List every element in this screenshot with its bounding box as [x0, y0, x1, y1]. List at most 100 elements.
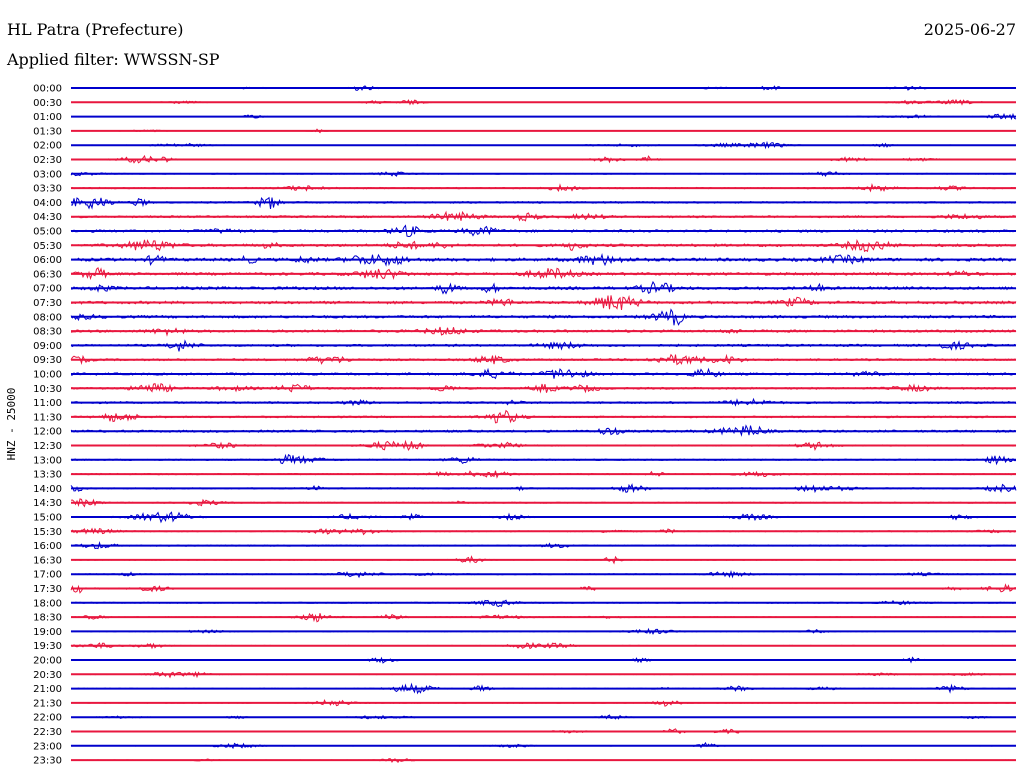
- trace-line: [70, 527, 1017, 536]
- row-time-label: 01:30: [33, 126, 62, 137]
- trace-line: [70, 253, 1017, 267]
- row-time-label: 22:00: [33, 713, 62, 724]
- row-time-label: 00:00: [33, 84, 62, 95]
- row-time-label: 10:30: [33, 384, 62, 395]
- trace-line: [70, 699, 1017, 707]
- row-time-label: 06:30: [33, 269, 62, 280]
- trace-line: [70, 326, 1017, 337]
- row-time-label: 17:30: [33, 584, 62, 595]
- trace-line: [70, 339, 1017, 352]
- row-time-label: 03:30: [33, 184, 62, 195]
- row-time-label: 16:30: [33, 555, 62, 566]
- row-time-label: 02:30: [33, 155, 62, 166]
- trace-line: [70, 741, 1017, 750]
- trace-line: [70, 171, 1017, 177]
- row-time-label: 10:00: [33, 370, 62, 381]
- row-time-label: 23:30: [33, 756, 62, 767]
- row-time-label: 09:00: [33, 341, 62, 352]
- trace-line: [70, 85, 1017, 91]
- trace-line: [71, 112, 1017, 121]
- trace-line: [70, 714, 1017, 720]
- trace-line: [70, 294, 1017, 310]
- row-time-label: 15:30: [33, 527, 62, 538]
- row-time-label: 17:00: [33, 570, 62, 581]
- row-time-label: 21:00: [33, 684, 62, 695]
- station-title: HL Patra (Prefecture): [7, 20, 184, 39]
- row-time-label: 22:30: [33, 727, 62, 738]
- row-time-label: 18:30: [33, 613, 62, 624]
- trace-line: [70, 353, 1017, 366]
- row-time-label: 04:30: [33, 212, 62, 223]
- trace-line: [70, 453, 1016, 466]
- row-time-label: 09:30: [33, 355, 62, 366]
- trace-line: [70, 540, 1017, 550]
- trace-line: [71, 382, 1017, 394]
- row-time-label: 12:30: [33, 441, 62, 452]
- row-time-label: 02:00: [33, 141, 62, 152]
- trace-line: [70, 239, 1017, 253]
- row-time-label: 12:00: [33, 427, 62, 438]
- trace-line: [70, 498, 1017, 508]
- row-time-label: 07:00: [33, 284, 62, 295]
- row-time-label: 14:30: [33, 498, 62, 509]
- row-time-label: 20:00: [33, 656, 62, 667]
- row-time-label: 13:30: [33, 470, 62, 481]
- trace-line: [70, 583, 1017, 594]
- trace-line: [70, 154, 1017, 164]
- trace-line: [70, 599, 1016, 608]
- row-time-label: 07:30: [33, 298, 62, 309]
- trace-line: [71, 128, 1017, 134]
- row-time-label: 08:00: [33, 312, 62, 323]
- trace-line: [70, 641, 1017, 650]
- trace-line: [70, 409, 1017, 424]
- row-time-label: 16:00: [33, 541, 62, 552]
- trace-line: [70, 280, 1017, 295]
- row-time-label: 23:00: [33, 741, 62, 752]
- trace-line: [70, 470, 1016, 479]
- row-time-label: 04:00: [33, 198, 62, 209]
- row-time-label: 15:00: [33, 513, 62, 524]
- trace-line: [70, 424, 1017, 437]
- trace-line: [71, 196, 1017, 210]
- trace-line: [71, 656, 1017, 664]
- trace-line: [70, 210, 1017, 222]
- date-label: 2025-06-27: [923, 20, 1016, 39]
- row-time-label: 13:00: [33, 455, 62, 466]
- row-time-label: 11:30: [33, 412, 62, 423]
- filter-label: Applied filter: WWSSN-SP: [7, 50, 220, 69]
- row-time-label: 18:00: [33, 598, 62, 609]
- row-time-label: 21:30: [33, 698, 62, 709]
- trace-line: [71, 267, 1017, 281]
- trace-line: [70, 140, 1016, 150]
- row-time-label: 06:00: [33, 255, 62, 266]
- trace-line: [70, 670, 1017, 679]
- row-time-label: 05:00: [33, 227, 62, 238]
- trace-line: [70, 439, 1017, 451]
- row-time-label: 11:00: [33, 398, 62, 409]
- row-time-label: 08:30: [33, 327, 62, 338]
- y-axis-label: HNZ - 25000: [5, 388, 18, 461]
- trace-line: [70, 612, 1017, 623]
- trace-line: [70, 397, 1017, 407]
- trace-rows: 00:00 00:30 01:00 01:30 02:00 02:30 03:00 03:30…: [33, 84, 1017, 767]
- trace-line: [70, 182, 1017, 193]
- row-time-label: 01:00: [33, 112, 62, 123]
- trace-line: [70, 483, 1017, 494]
- row-time-label: 14:00: [33, 484, 62, 495]
- trace-line: [70, 367, 1017, 380]
- trace-line: [70, 555, 1017, 565]
- trace-line: [70, 224, 1017, 238]
- trace-line: [70, 569, 1017, 579]
- trace-line: [70, 728, 1017, 735]
- trace-line: [70, 758, 1017, 764]
- row-time-label: 20:30: [33, 670, 62, 681]
- row-time-label: 05:30: [33, 241, 62, 252]
- trace-line: [70, 98, 1017, 106]
- row-time-label: 19:30: [33, 641, 62, 652]
- row-time-label: 00:30: [33, 98, 62, 109]
- trace-line: [70, 308, 1017, 326]
- row-time-label: 19:00: [33, 627, 62, 638]
- trace-line: [71, 511, 1017, 524]
- row-time-label: 03:00: [33, 169, 62, 180]
